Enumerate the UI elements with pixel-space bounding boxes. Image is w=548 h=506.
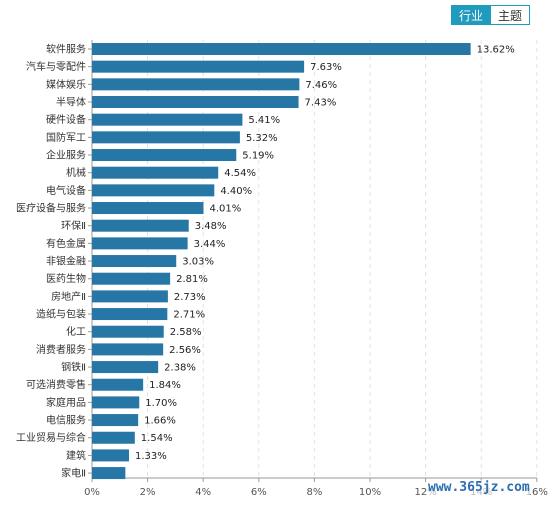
bar [92,467,126,480]
category-label: 汽车与零配件 [26,60,86,73]
x-tick-label: 16% [526,487,548,498]
category-label: 房地产Ⅱ [51,290,86,303]
bar [92,202,204,215]
category-label: 硬件设备 [46,113,86,126]
bar [92,325,164,338]
value-label: 1.70% [145,398,177,409]
bar [92,378,144,391]
category-label: 工业贸易与综合 [16,431,86,444]
value-label: 3.03% [182,257,214,268]
category-label: 软件服务 [46,43,86,56]
value-label: 1.84% [149,380,181,391]
category-label: 有色金属 [46,237,86,250]
x-tick-label: 12% [414,487,436,498]
category-label: 家庭用品 [46,396,86,409]
value-label: 5.41% [248,115,280,126]
value-label: 3.44% [194,239,226,250]
bar [92,290,168,303]
value-label: 1.66% [144,416,176,427]
bar [92,237,188,250]
value-label: 7.63% [310,62,342,73]
bar [92,255,177,268]
value-label: 7.43% [305,98,337,109]
value-label: 2.56% [169,345,201,356]
category-label: 媒体娱乐 [46,78,86,91]
value-label: 1.33% [135,451,167,462]
bar [92,272,171,285]
tab-industry[interactable]: 行业 [451,5,492,25]
category-label: 电信服务 [46,414,86,427]
bar [92,219,189,232]
value-label: 4.01% [209,204,241,215]
category-label: 电气设备 [46,184,86,197]
category-label: 医疗设备与服务 [16,202,86,215]
category-label: 半导体 [56,96,86,109]
bar [92,60,305,73]
bar [92,343,164,356]
bar [92,96,299,109]
x-tick-label: 10% [359,487,381,498]
category-label: 环保Ⅱ [61,219,86,232]
bar [92,43,471,55]
value-label: 7.46% [305,80,337,91]
bar [92,149,237,162]
value-label: 4.54% [224,168,256,179]
category-label: 医药生物 [46,272,86,285]
bar [92,166,219,179]
value-label: 5.19% [242,151,274,162]
x-tick-label: 4% [195,487,211,498]
x-tick-label: 2% [140,487,156,498]
value-label: 3.48% [195,221,227,232]
bar [92,113,243,126]
bar [92,184,215,197]
bar [92,449,129,462]
view-tabs: 行业 主题 [451,5,531,25]
bar [92,78,300,91]
value-label: 4.40% [220,186,252,197]
category-label: 家电Ⅱ [61,467,86,480]
category-label: 国防军工 [46,131,86,144]
value-label: 2.81% [176,274,208,285]
x-tick-label: 0% [84,487,100,498]
value-label: 2.38% [164,363,196,374]
watermark: www.365jz.com [428,480,530,495]
category-label: 造纸与包装 [36,308,86,321]
tab-theme[interactable]: 主题 [491,5,531,25]
value-label: 1.54% [141,433,173,444]
category-label: 可选消费零售 [26,378,86,391]
category-label: 建筑 [66,449,86,462]
bar [92,361,159,374]
x-tick-label: 6% [251,487,267,498]
category-label: 机械 [66,166,86,179]
value-label: 13.62% [477,45,515,56]
category-label: 钢铁Ⅱ [61,361,86,374]
category-label: 化工 [66,325,86,338]
bar [92,431,135,444]
bar [92,396,140,409]
bar [92,131,240,144]
x-tick-label: 8% [306,487,322,498]
category-label: 非银金融 [46,255,86,268]
value-label: 2.73% [174,292,206,303]
category-label: 企业服务 [46,149,86,162]
value-label: 2.58% [170,327,202,338]
bar [92,414,139,427]
value-label: 5.32% [246,133,278,144]
value-label: 2.71% [173,310,205,321]
bar [92,308,168,321]
category-label: 消费者服务 [36,343,86,356]
